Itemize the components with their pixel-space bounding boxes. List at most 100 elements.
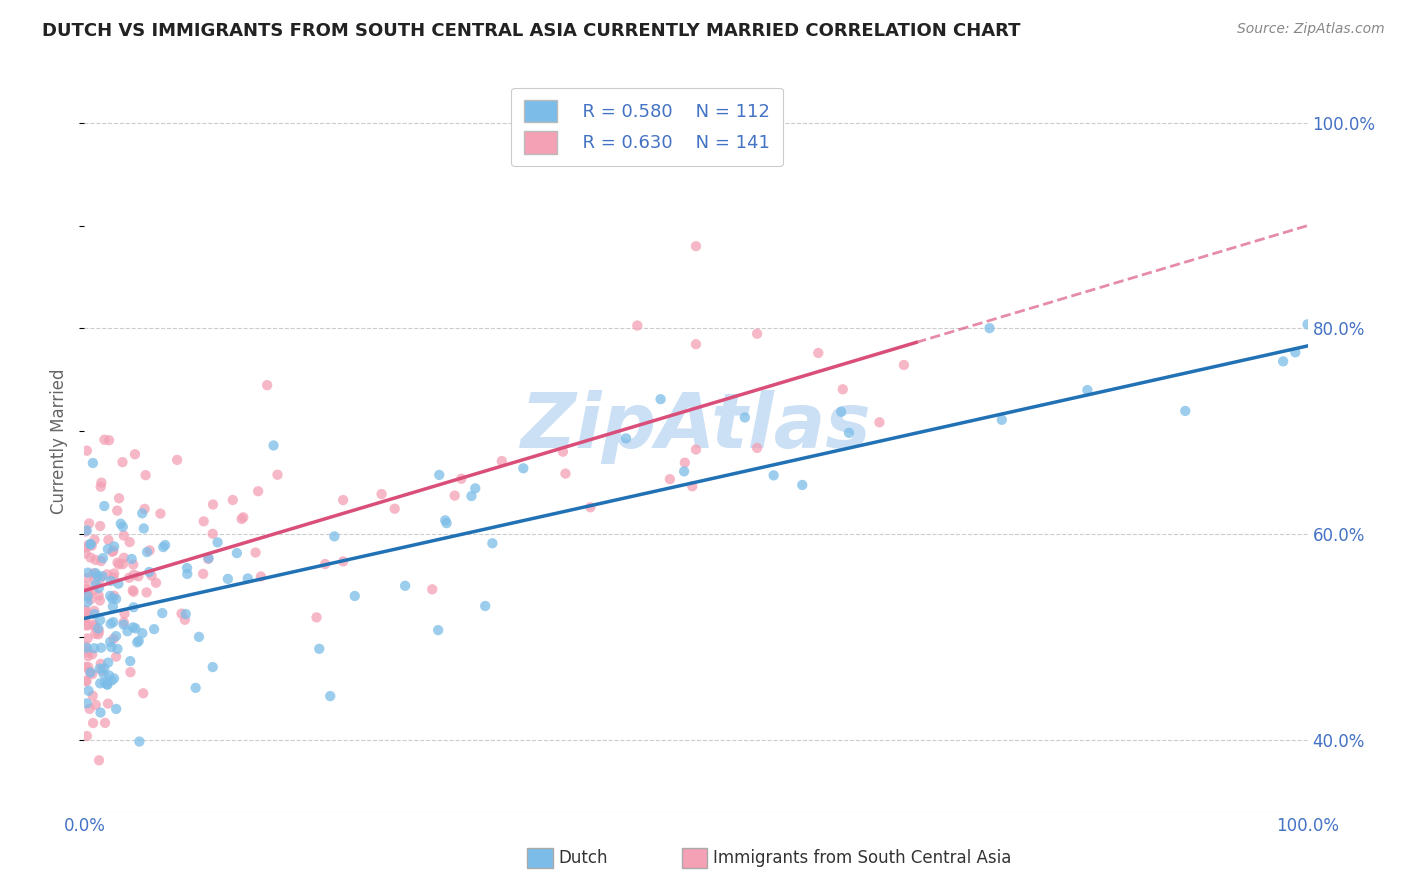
Point	[217, 572, 239, 586]
Point	[118, 535, 141, 549]
Point	[991, 413, 1014, 427]
Point	[107, 556, 129, 570]
Point	[551, 444, 574, 458]
Point	[420, 582, 443, 597]
Point	[97, 533, 120, 547]
Point	[84, 577, 107, 591]
Point	[103, 570, 125, 584]
Point	[436, 516, 458, 530]
Point	[193, 566, 215, 581]
Point	[76, 589, 98, 603]
Point	[75, 611, 97, 625]
Point	[75, 659, 97, 673]
Point	[103, 540, 125, 554]
Point	[83, 641, 105, 656]
Point	[96, 678, 118, 692]
Point	[149, 507, 172, 521]
Point	[75, 640, 97, 654]
Point	[84, 698, 107, 712]
Point	[131, 506, 153, 520]
Point	[90, 554, 112, 568]
Point	[120, 665, 142, 680]
Point	[250, 569, 273, 583]
Text: Source: ZipAtlas.com: Source: ZipAtlas.com	[1237, 22, 1385, 37]
Point	[76, 571, 98, 585]
Point	[734, 410, 756, 425]
Point	[201, 660, 224, 674]
Point	[103, 632, 125, 646]
Point	[105, 503, 128, 517]
Point	[83, 574, 105, 588]
Point	[332, 493, 354, 508]
Point	[89, 706, 111, 720]
Point	[111, 557, 134, 571]
Point	[76, 607, 98, 622]
Point	[176, 566, 198, 581]
Point	[323, 529, 346, 543]
Point	[138, 543, 160, 558]
Point	[491, 454, 513, 468]
Point	[105, 702, 128, 716]
Point	[87, 753, 110, 767]
Point	[685, 239, 707, 253]
Point	[118, 571, 141, 585]
Point	[90, 657, 112, 671]
Point	[105, 629, 128, 643]
Point	[394, 579, 416, 593]
Point	[173, 613, 195, 627]
Point	[685, 442, 707, 457]
Point	[166, 453, 188, 467]
Point	[87, 622, 110, 636]
Point	[747, 441, 769, 455]
Point	[83, 533, 105, 547]
Point	[101, 599, 124, 614]
Point	[87, 589, 110, 603]
Point	[681, 479, 703, 493]
Point	[87, 624, 110, 639]
Point	[1284, 345, 1306, 359]
Point	[232, 510, 254, 524]
Point	[97, 656, 120, 670]
Point	[747, 326, 769, 341]
Point	[650, 392, 672, 407]
Point	[89, 676, 111, 690]
Point	[94, 675, 117, 690]
Point	[87, 627, 110, 641]
Point	[79, 702, 101, 716]
Point	[481, 536, 503, 550]
Point	[145, 575, 167, 590]
Point	[75, 607, 97, 622]
Point	[103, 615, 125, 629]
Point	[131, 626, 153, 640]
Point	[117, 624, 139, 639]
Point	[202, 498, 225, 512]
Point	[84, 627, 107, 641]
Point	[460, 489, 482, 503]
Point	[263, 438, 285, 452]
Point	[427, 467, 450, 482]
Point	[84, 566, 107, 581]
Point	[89, 572, 111, 586]
Point	[450, 472, 472, 486]
Y-axis label: Currently Married: Currently Married	[51, 368, 69, 515]
Point	[762, 468, 785, 483]
Point	[96, 677, 118, 691]
Point	[132, 521, 155, 535]
Point	[91, 569, 114, 583]
Point	[170, 607, 193, 621]
Point	[143, 622, 166, 636]
Point	[76, 582, 98, 597]
Point	[1076, 383, 1098, 397]
Point	[105, 591, 128, 606]
Point	[79, 537, 101, 551]
Point	[76, 595, 98, 609]
Point	[201, 526, 224, 541]
Point	[136, 545, 159, 559]
Point	[305, 610, 328, 624]
Point	[75, 547, 97, 561]
Point	[75, 618, 97, 632]
Point	[82, 583, 104, 598]
Point	[77, 649, 100, 664]
Point	[830, 405, 852, 419]
Point	[128, 734, 150, 748]
